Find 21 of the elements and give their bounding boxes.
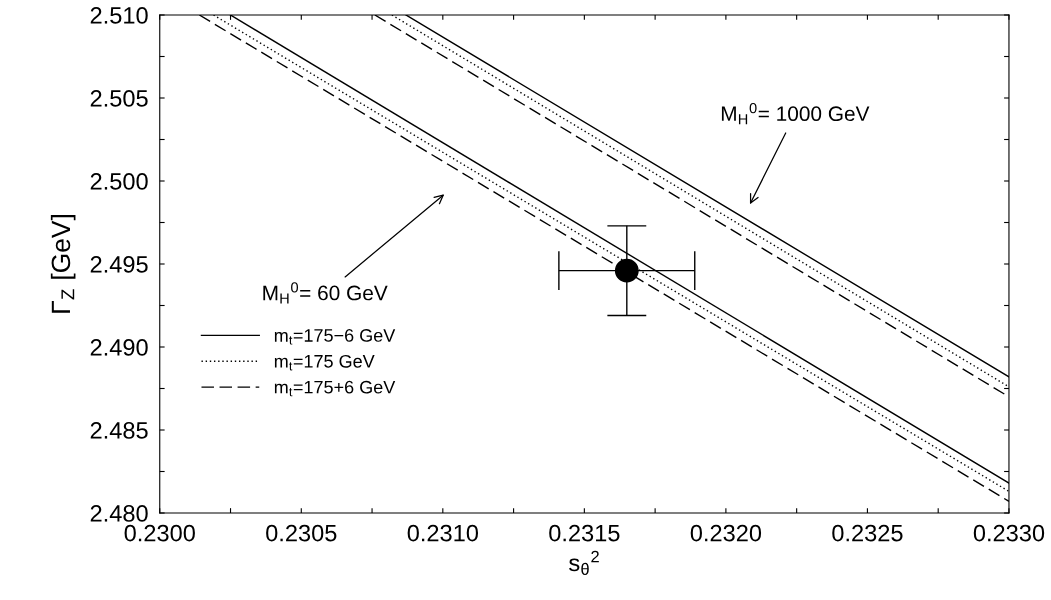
y-axis-title: Γ$_{Z}$ [GeV] bbox=[50, 215, 76, 313]
y-tick-label: 2.510 bbox=[90, 7, 148, 24]
legend-label: m$_{t}$=175+6 GeV bbox=[274, 380, 396, 397]
x-tick-label: 0.2300 bbox=[124, 524, 195, 542]
x-tick-label: 0.2310 bbox=[407, 524, 479, 542]
x-tick-label: 0.2330 bbox=[973, 524, 1045, 542]
legend-label: m$_{t}$=175 GeV bbox=[274, 354, 375, 371]
x-tick-label: 0.2320 bbox=[690, 524, 762, 542]
x-tick-label: 0.2315 bbox=[549, 524, 620, 542]
x-tick-label: 0.2325 bbox=[832, 524, 903, 542]
y-tick-label: 2.485 bbox=[90, 422, 148, 439]
y-tick-label: 2.490 bbox=[90, 339, 148, 356]
y-tick-label: 2.505 bbox=[90, 90, 148, 107]
annotation: M$_{H}$$^{0}$= 60 GeV bbox=[263, 282, 388, 304]
y-tick-label: 2.500 bbox=[90, 173, 148, 190]
x-tick-label: 0.2305 bbox=[266, 524, 337, 542]
y-tick-label: 2.495 bbox=[90, 256, 148, 273]
annotation: M$_{H}$$^{0}$= 1000 GeV bbox=[721, 102, 870, 125]
legend-label: m$_{t}$=175−6 GeV bbox=[274, 329, 396, 345]
x-axis-title: s$_{θ}$$^{2}$ bbox=[569, 550, 599, 575]
y-tick-label: 2.480 bbox=[90, 505, 148, 522]
